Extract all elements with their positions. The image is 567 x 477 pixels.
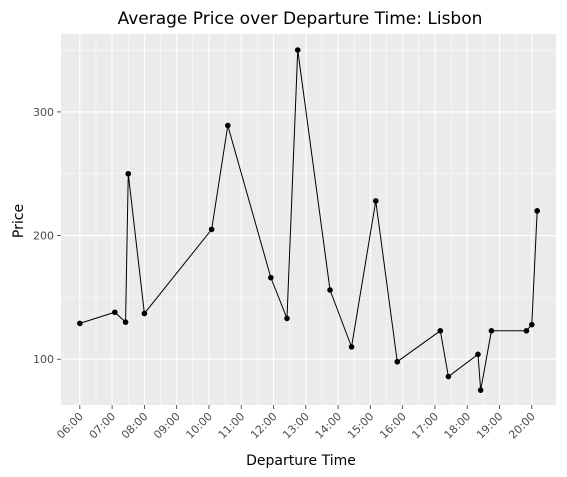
y-tick-label: 300 (33, 106, 54, 119)
data-point (295, 47, 301, 53)
plot-panel (61, 34, 556, 405)
data-point (534, 208, 540, 214)
data-point (77, 321, 83, 327)
data-point (489, 328, 495, 334)
x-tick-label: 13:00 (280, 410, 312, 442)
x-axis: 06:00 07:00 08:00 09:00 10:00 11:00 12:00 13:00… (54, 405, 538, 442)
x-tick-label: 07:00 (87, 410, 119, 442)
x-tick-label: 11:00 (216, 410, 248, 442)
x-tick-label: 20:00 (506, 410, 538, 442)
y-axis: 100 200 300 (33, 106, 61, 366)
y-tick-label: 100 (33, 353, 54, 366)
data-point (373, 198, 379, 204)
y-tick-label: 200 (33, 230, 54, 243)
x-tick-label: 06:00 (54, 410, 86, 442)
y-axis-title: Price (11, 204, 27, 238)
data-point (125, 171, 131, 177)
data-point (394, 359, 400, 365)
data-point (123, 319, 129, 325)
x-tick-label: 10:00 (183, 410, 215, 442)
x-tick-label: 18:00 (442, 410, 474, 442)
data-point (475, 351, 481, 357)
x-tick-label: 14:00 (313, 410, 345, 442)
x-axis-title: Departure Time (246, 453, 356, 469)
data-point (284, 316, 290, 322)
data-point (112, 309, 118, 315)
data-point (524, 328, 530, 334)
data-point (209, 227, 215, 233)
x-tick-label: 09:00 (151, 410, 183, 442)
data-point (438, 328, 444, 334)
x-tick-label: 08:00 (119, 410, 151, 442)
data-point (327, 287, 333, 293)
x-tick-label: 19:00 (474, 410, 506, 442)
x-tick-label: 15:00 (345, 410, 377, 442)
x-tick-label: 12:00 (248, 410, 280, 442)
data-point (529, 322, 535, 328)
data-point (446, 374, 452, 380)
x-tick-label: 17:00 (409, 410, 441, 442)
data-point (349, 344, 355, 350)
chart-title: Average Price over Departure Time: Lisbo… (118, 9, 483, 29)
x-tick-label: 16:00 (377, 410, 409, 442)
data-point (268, 275, 274, 281)
data-point (142, 311, 148, 317)
data-point (225, 123, 231, 129)
data-point (478, 387, 484, 393)
